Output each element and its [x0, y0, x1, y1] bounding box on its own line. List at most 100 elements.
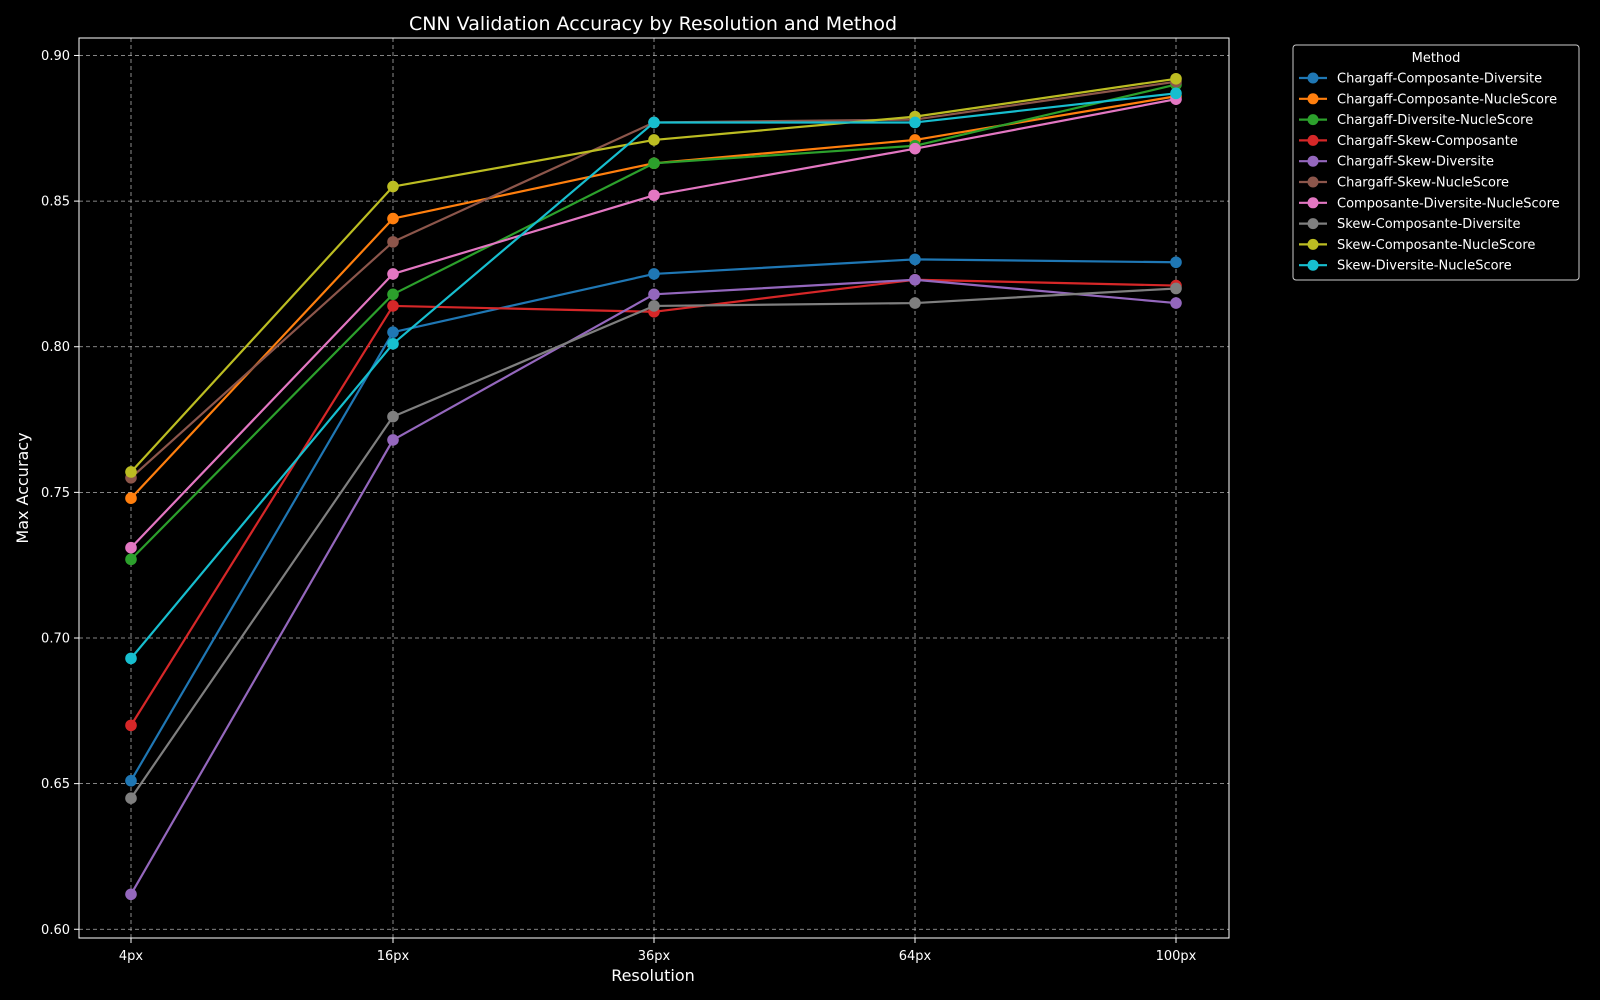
- series-line: [130, 83, 1177, 561]
- legend-label: Skew-Composante-NucleScore: [1337, 238, 1535, 253]
- data-point: [387, 300, 399, 312]
- data-point: [125, 652, 137, 665]
- legend-label: Chargaff-Skew-Diversite: [1337, 155, 1494, 170]
- legend-item: Chargaff-Skew-Diversite: [1299, 155, 1494, 170]
- y-tick-label: 0.65: [41, 777, 70, 792]
- legend-marker: [1307, 218, 1319, 230]
- data-point: [125, 888, 137, 901]
- legend-item: Chargaff-Skew-Composante: [1299, 134, 1518, 149]
- data-point: [648, 116, 660, 129]
- series-line: [130, 278, 1177, 895]
- y-tick-label: 0.60: [41, 923, 70, 938]
- legend-marker: [1307, 93, 1319, 105]
- x-axis-label: Resolution: [611, 966, 695, 985]
- legend-label: Chargaff-Composante-NucleScore: [1337, 92, 1557, 107]
- series-Chargaff-Skew-Diversite: [125, 273, 1182, 901]
- x-tick-label: 4px: [119, 949, 144, 964]
- legend-item: Skew-Diversite-NucleScore: [1299, 259, 1512, 274]
- data-point: [125, 553, 137, 566]
- x-tick-label: 100px: [1156, 949, 1197, 964]
- data-point: [387, 236, 399, 248]
- series-layer: [125, 72, 1182, 901]
- x-tick-label: 36px: [638, 949, 671, 964]
- legend-item: Chargaff-Diversite-NucleScore: [1299, 113, 1533, 128]
- data-point: [125, 774, 137, 787]
- legend-label: Skew-Diversite-NucleScore: [1337, 259, 1512, 274]
- data-point: [648, 268, 660, 280]
- data-point: [387, 434, 399, 446]
- legend-marker: [1307, 197, 1319, 209]
- y-tick-label: 0.90: [41, 49, 70, 64]
- y-tick-label: 0.80: [41, 340, 70, 355]
- data-point: [125, 792, 137, 804]
- legend-label: Chargaff-Skew-Composante: [1337, 134, 1518, 149]
- data-point: [909, 116, 921, 129]
- data-point: [387, 212, 399, 225]
- legend-label: Chargaff-Diversite-NucleScore: [1337, 113, 1533, 128]
- legend-marker: [1307, 114, 1319, 126]
- data-point: [125, 466, 137, 478]
- grid-lines: [79, 38, 1229, 938]
- legend-marker: [1307, 155, 1319, 167]
- legend-marker: [1307, 259, 1319, 271]
- data-point: [909, 142, 921, 155]
- legend-marker: [1307, 134, 1319, 146]
- series-Chargaff-Composante-Diversite: [125, 253, 1182, 787]
- series-Skew-Diversite-NucleScore: [125, 87, 1182, 665]
- data-point: [1170, 72, 1182, 85]
- data-point: [1170, 282, 1182, 295]
- series-Skew-Composante-Diversite: [125, 282, 1182, 804]
- legend-frame: [1292, 44, 1580, 281]
- legend-marker: [1307, 176, 1319, 188]
- series-line: [130, 287, 1177, 799]
- x-tick-label: 64px: [899, 949, 932, 964]
- x-tick-label: 16px: [377, 949, 410, 964]
- data-point: [387, 180, 399, 193]
- legend-item: Chargaff-Composante-NucleScore: [1299, 92, 1557, 107]
- data-point: [1170, 87, 1182, 100]
- legend-item: Skew-Composante-NucleScore: [1299, 238, 1535, 253]
- data-point: [648, 189, 660, 202]
- data-point: [387, 326, 399, 338]
- y-tick-label: 0.75: [41, 486, 70, 501]
- data-point: [125, 719, 137, 732]
- data-point: [909, 297, 921, 309]
- legend-marker: [1307, 72, 1319, 84]
- data-point: [909, 273, 921, 286]
- legend-item: Chargaff-Skew-NucleScore: [1299, 176, 1509, 191]
- legend-marker: [1307, 238, 1319, 250]
- data-point: [909, 253, 921, 266]
- y-tick-label: 0.85: [41, 195, 70, 210]
- legend-item: Skew-Composante-Diversite: [1299, 217, 1520, 232]
- data-point: [648, 157, 660, 170]
- y-axis-label: Max Accuracy: [13, 432, 32, 543]
- data-point: [648, 300, 660, 312]
- legend-title: Method: [1412, 51, 1461, 66]
- data-point: [387, 338, 399, 350]
- data-point: [387, 410, 399, 423]
- series-line: [130, 92, 1177, 660]
- legend-label: Chargaff-Skew-NucleScore: [1337, 176, 1509, 191]
- data-point: [648, 134, 660, 146]
- series-Chargaff-Skew-Composante: [125, 273, 1182, 732]
- legend-item: Chargaff-Composante-Diversite: [1299, 72, 1542, 87]
- legend-items: Chargaff-Composante-Diversite Chargaff-Co…: [1299, 72, 1560, 274]
- legend-label: Chargaff-Composante-Diversite: [1337, 72, 1542, 87]
- chart-title: CNN Validation Accuracy by Resolution an…: [409, 13, 897, 35]
- data-point: [387, 288, 399, 301]
- series-Composante-Diversite-NucleScore: [125, 93, 1182, 554]
- x-axis: 4px 16px 36px 64px 100px: [119, 938, 1197, 964]
- legend-label: Composante-Diversite-NucleScore: [1337, 196, 1560, 211]
- data-point: [1170, 256, 1182, 269]
- y-axis: 0.60 0.65 0.70 0.75 0.80 0.85 0.90: [41, 49, 79, 938]
- data-point: [125, 541, 137, 554]
- data-point: [1170, 297, 1182, 309]
- legend-item: Composante-Diversite-NucleScore: [1299, 196, 1560, 211]
- y-tick-label: 0.70: [41, 632, 70, 647]
- legend-label: Skew-Composante-Diversite: [1337, 217, 1520, 232]
- data-point: [387, 268, 399, 280]
- data-point: [125, 492, 137, 504]
- legend: Method Chargaff-Composante-DiversiteChar…: [1292, 44, 1580, 281]
- data-point: [648, 288, 660, 301]
